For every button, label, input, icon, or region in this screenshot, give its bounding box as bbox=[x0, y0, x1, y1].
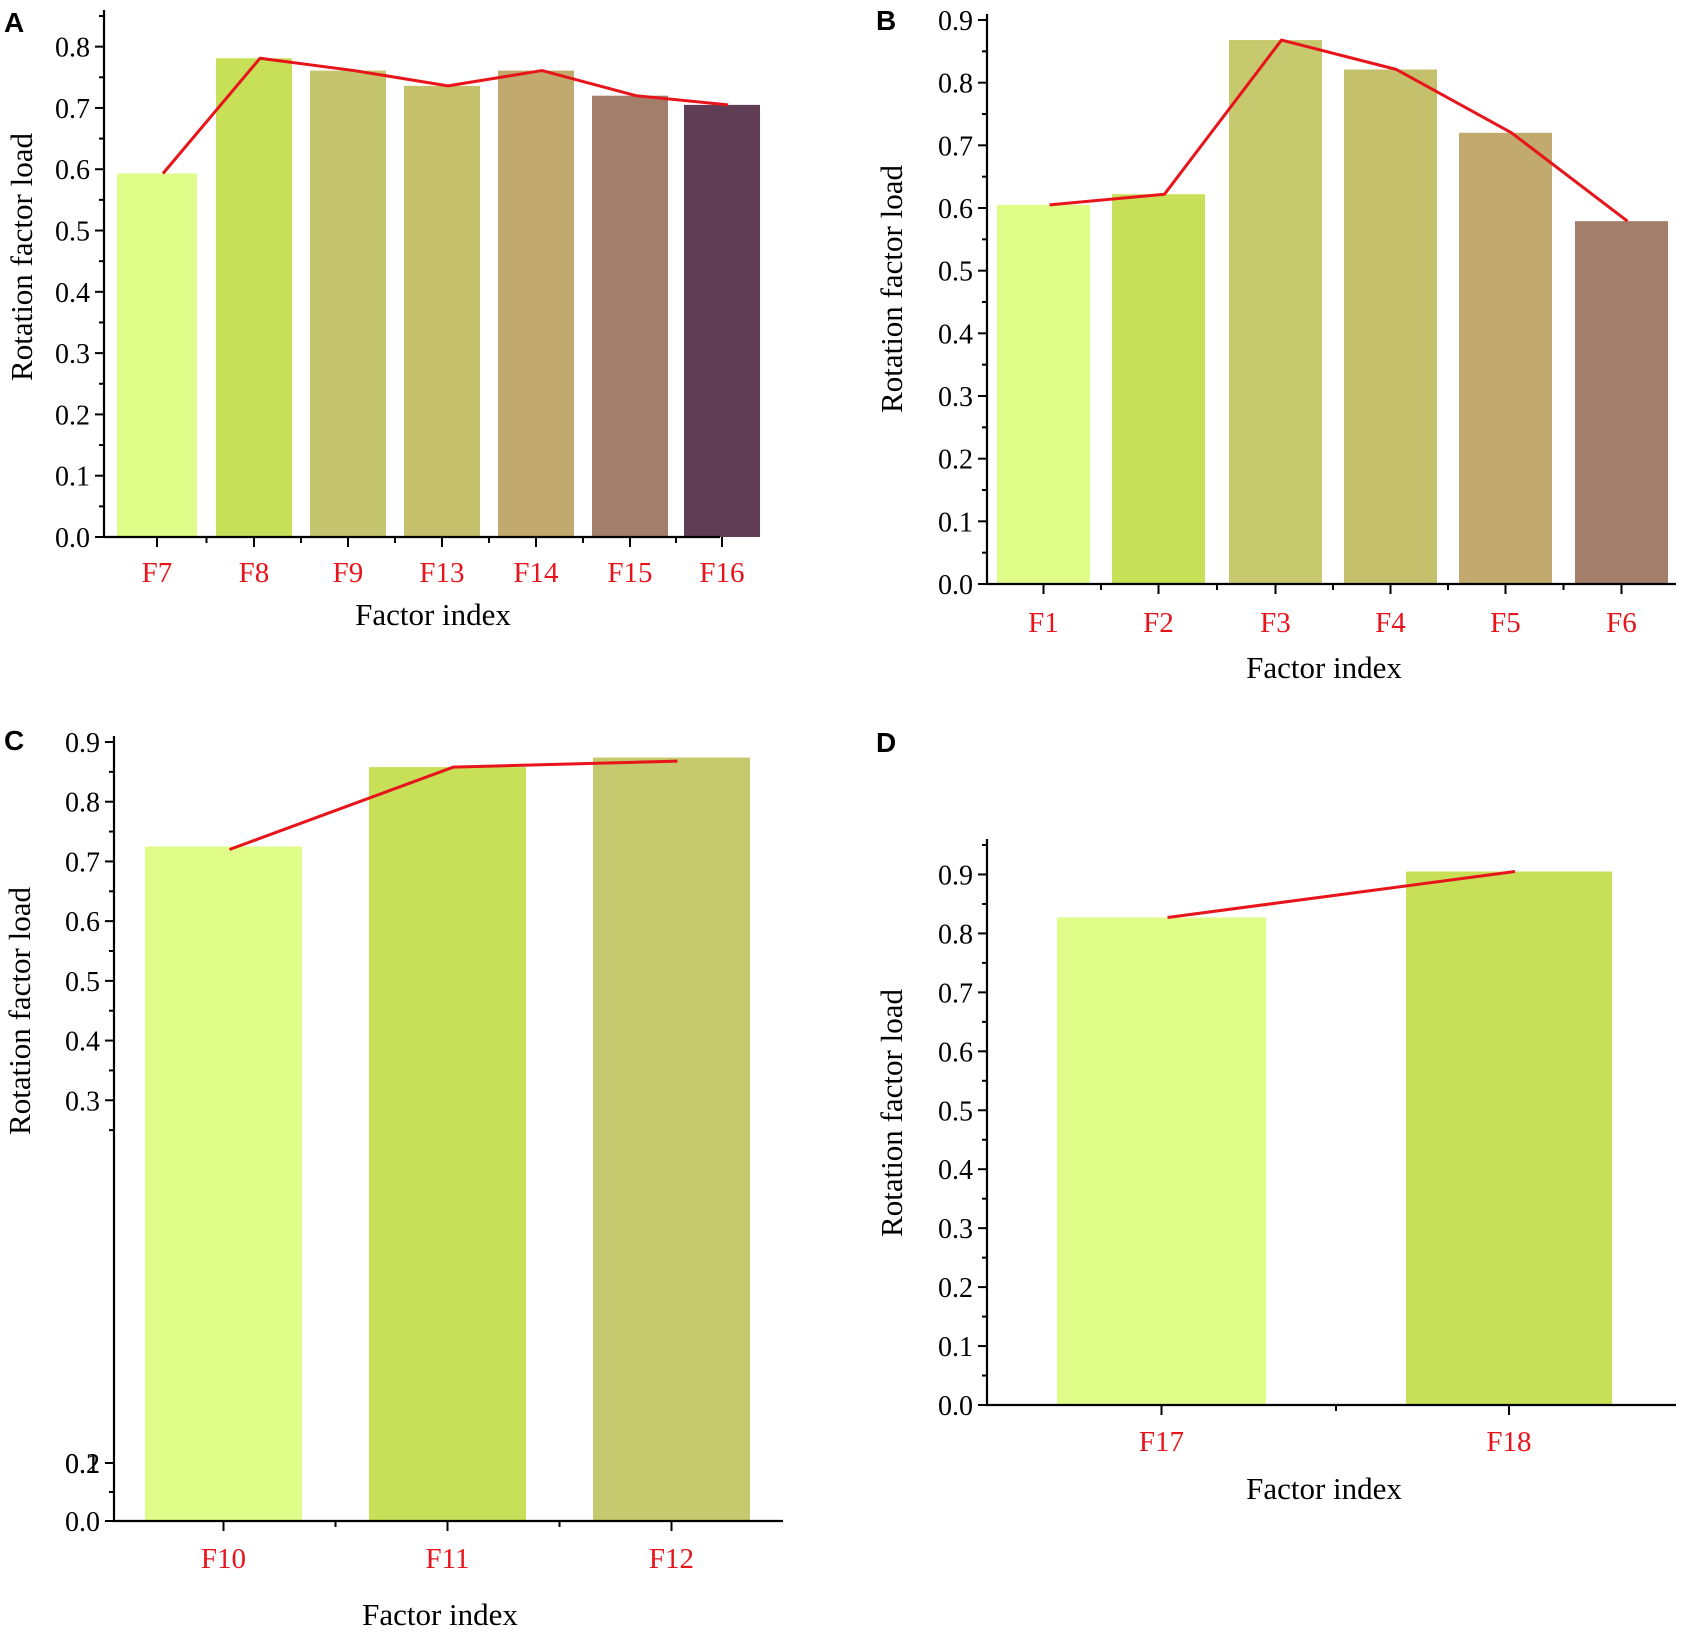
panel-d: D 0.0 0.1 0.2 0.3 0.4 0.5 0.6 0.7 0.8 0.9 F17 F18 Fac… bbox=[874, 727, 1676, 1506]
x-tick-label-f18: F18 bbox=[1486, 1426, 1531, 1458]
bar-f12 bbox=[593, 757, 750, 1521]
panel-a: A 0.0 0.1 0.2 0.3 0.4 0.5 0.6 0.7 0.8 F7 F8 F9 F13 F14… bbox=[4, 7, 760, 632]
y-axis-title: Rotation factor load bbox=[874, 989, 909, 1237]
y-tick-label: 0.1 bbox=[55, 462, 90, 493]
bar-f15 bbox=[592, 95, 668, 538]
trend-line bbox=[228, 759, 678, 851]
x-tick-label-f3: F3 bbox=[1260, 607, 1291, 639]
panel-letter: D bbox=[876, 727, 896, 758]
y-tick-label: 0.6 bbox=[938, 1037, 973, 1068]
y-tick-label: 0.4 bbox=[65, 1027, 100, 1058]
panel-b: B 0.0 0.1 0.2 0.3 0.4 0.5 0.6 0.7 0.8 0.9 F1 F2 F3 F4 F… bbox=[874, 5, 1676, 685]
y-tick-label: 0.4 bbox=[55, 278, 90, 309]
bar-f7 bbox=[117, 173, 197, 537]
bar-f2 bbox=[1112, 194, 1205, 585]
y-axis-title: Rotation factor load bbox=[2, 887, 37, 1135]
x-axis-title: Factor index bbox=[1246, 650, 1402, 685]
bar-f18 bbox=[1406, 871, 1612, 1405]
x-tick-label-f16: F16 bbox=[699, 557, 744, 589]
bar-f11 bbox=[369, 767, 526, 1521]
y-tick-label: 0.2 bbox=[65, 1449, 100, 1480]
bar-f13 bbox=[404, 85, 480, 537]
y-tick-label: 0.7 bbox=[55, 94, 90, 125]
bar-f3 bbox=[1229, 40, 1322, 584]
y-tick-label: 0.2 bbox=[938, 445, 973, 476]
panel-c: C 0.0 0.10.2 0.3 0.4 0.5 0.6 0.7 0.8 0.9 F10 F11 F12… bbox=[2, 725, 783, 1632]
x-tick-label-f5: F5 bbox=[1490, 607, 1521, 639]
y-tick-label: 0.9 bbox=[65, 728, 100, 759]
y-axis-title: Rotation factor load bbox=[4, 133, 39, 381]
x-tick-label-f4: F4 bbox=[1375, 607, 1406, 639]
bar-f1 bbox=[997, 204, 1090, 584]
x-tick-label-f12: F12 bbox=[649, 1543, 694, 1575]
panel-letter: C bbox=[4, 725, 24, 756]
x-tick-label-f6: F6 bbox=[1606, 607, 1637, 639]
y-tick-label: 0.2 bbox=[55, 400, 90, 431]
y-tick-label: 0.1 bbox=[938, 507, 973, 538]
y-tick-label: 0.4 bbox=[938, 319, 973, 350]
x-tick-label-f14: F14 bbox=[513, 557, 559, 589]
y-tick-label: 0.1 bbox=[938, 1332, 973, 1363]
y-tick-label: 0.0 bbox=[65, 1507, 100, 1538]
y-tick-label: 0.3 bbox=[938, 1214, 973, 1245]
x-axis-title: Factor index bbox=[1246, 1471, 1402, 1506]
y-tick-label: 0.8 bbox=[938, 69, 973, 100]
x-tick-label-f17: F17 bbox=[1139, 1426, 1184, 1458]
y-tick-label: 0.1 bbox=[65, 1449, 100, 1480]
x-axis-title: Factor index bbox=[355, 597, 511, 632]
y-tick-label: 0.3 bbox=[938, 382, 973, 413]
y-tick-label: 0.7 bbox=[938, 978, 973, 1009]
y-axis-title: Rotation factor load bbox=[874, 165, 909, 413]
y-tick-label: 0.8 bbox=[938, 919, 973, 950]
y-tick-label: 0.8 bbox=[65, 788, 100, 819]
bar-f5 bbox=[1459, 132, 1552, 585]
y-tick-label: 0.7 bbox=[65, 847, 100, 878]
y-tick-label: 0.5 bbox=[938, 257, 973, 288]
bar-f17 bbox=[1057, 917, 1266, 1405]
trend-line bbox=[1167, 870, 1516, 919]
y-tick-label: 0.6 bbox=[65, 907, 100, 938]
y-tick-label: 0.3 bbox=[55, 339, 90, 370]
trend-line bbox=[1049, 38, 1629, 223]
bar-f14 bbox=[498, 70, 574, 538]
x-axis-title: Factor index bbox=[362, 1597, 518, 1632]
y-tick-label: 0.6 bbox=[55, 155, 90, 186]
bar-f6 bbox=[1575, 221, 1668, 584]
bar-f16 bbox=[684, 104, 760, 538]
y-tick-label: 0.0 bbox=[55, 523, 90, 554]
x-tick-label-f11: F11 bbox=[425, 1543, 469, 1575]
bar-f10 bbox=[145, 846, 302, 1521]
y-tick-label: 0.0 bbox=[938, 1391, 973, 1422]
x-tick-label-f13: F13 bbox=[419, 557, 464, 589]
y-tick-label: 0.5 bbox=[938, 1096, 973, 1127]
bar-f4 bbox=[1344, 69, 1437, 585]
y-tick-label: 0.5 bbox=[65, 967, 100, 998]
y-tick-label: 0.5 bbox=[55, 217, 90, 248]
y-tick-label: 0.3 bbox=[65, 1086, 100, 1117]
panel-letter: A bbox=[4, 7, 24, 38]
x-tick-label-f9: F9 bbox=[333, 557, 364, 589]
y-tick-label: 0.6 bbox=[938, 194, 973, 225]
bar-f8 bbox=[216, 58, 292, 538]
bar-f9 bbox=[310, 70, 386, 538]
y-tick-label: 0.0 bbox=[938, 570, 973, 601]
y-tick-label: 0.9 bbox=[938, 6, 973, 37]
x-tick-label-f2: F2 bbox=[1143, 607, 1174, 639]
y-tick-label: 0.4 bbox=[938, 1155, 973, 1186]
panel-letter: B bbox=[876, 5, 896, 36]
x-tick-label-f10: F10 bbox=[201, 1543, 246, 1575]
y-tick-label: 0.9 bbox=[938, 860, 973, 891]
x-tick-label-f1: F1 bbox=[1028, 607, 1059, 639]
y-tick-label: 0.8 bbox=[55, 33, 90, 64]
x-tick-label-f8: F8 bbox=[239, 557, 270, 589]
x-tick-label-f15: F15 bbox=[607, 557, 652, 589]
y-tick-label: 0.2 bbox=[938, 1273, 973, 1304]
y-tick-label: 0.7 bbox=[938, 131, 973, 162]
trend-line bbox=[161, 56, 729, 175]
x-tick-label-f7: F7 bbox=[142, 557, 173, 589]
